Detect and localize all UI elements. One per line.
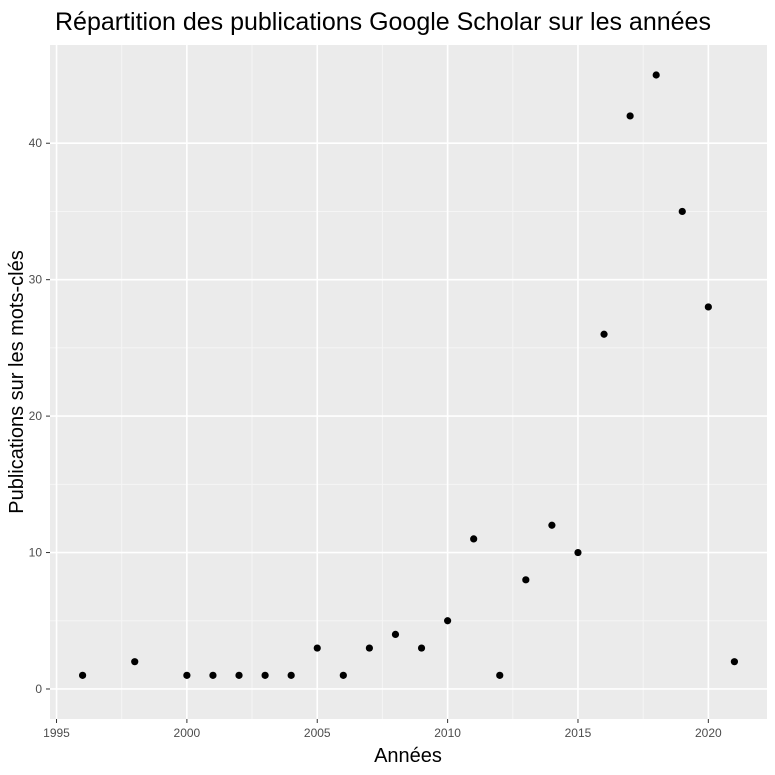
x-tick-label: 2020 [695, 726, 722, 740]
data-point [131, 658, 139, 666]
data-point [287, 671, 295, 679]
data-point [313, 644, 321, 652]
data-point [235, 671, 243, 679]
data-point [78, 671, 87, 679]
data-point [261, 671, 269, 679]
data-point [444, 617, 452, 625]
x-tick-label: 2010 [434, 726, 461, 740]
data-point [183, 671, 191, 679]
data-point [391, 630, 400, 639]
minor-y-gridlines [50, 210, 767, 622]
data-point [574, 548, 582, 557]
data-point [339, 671, 347, 679]
data-points [78, 71, 739, 679]
plot-panel [50, 45, 767, 719]
x-axis-ticks: 1995 2000 2005 2010 2015 2020 [43, 719, 722, 740]
data-point [522, 576, 530, 584]
data-point [600, 330, 608, 338]
data-point [730, 658, 739, 666]
y-tick-label: 0 [35, 682, 42, 696]
y-tick-label: 10 [29, 546, 43, 560]
y-tick-label: 20 [29, 409, 43, 423]
x-tick-label: 2000 [174, 726, 201, 740]
data-point [652, 71, 660, 79]
chart-title: Répartition des publications Google Scho… [55, 8, 711, 36]
data-point [548, 521, 556, 529]
y-axis-ticks: 0 10 20 30 40 [29, 136, 50, 696]
data-point [626, 112, 634, 120]
y-tick-label: 30 [29, 273, 43, 287]
major-y-gridlines [50, 142, 767, 690]
data-point [678, 207, 686, 216]
data-point [417, 644, 426, 652]
data-point [704, 303, 712, 311]
x-tick-label: 1995 [43, 726, 70, 740]
major-x-gridlines [55, 45, 710, 719]
y-axis-title: Publications sur les mots-clés [6, 250, 28, 513]
x-axis-title: Années [374, 745, 442, 767]
minor-x-gridlines [121, 45, 644, 719]
x-tick-label: 2005 [304, 726, 331, 740]
data-point [365, 644, 373, 652]
y-tick-label: 40 [29, 136, 43, 150]
data-point [209, 671, 217, 679]
data-point [496, 671, 504, 679]
data-point [470, 535, 478, 543]
x-tick-label: 2015 [565, 726, 592, 740]
